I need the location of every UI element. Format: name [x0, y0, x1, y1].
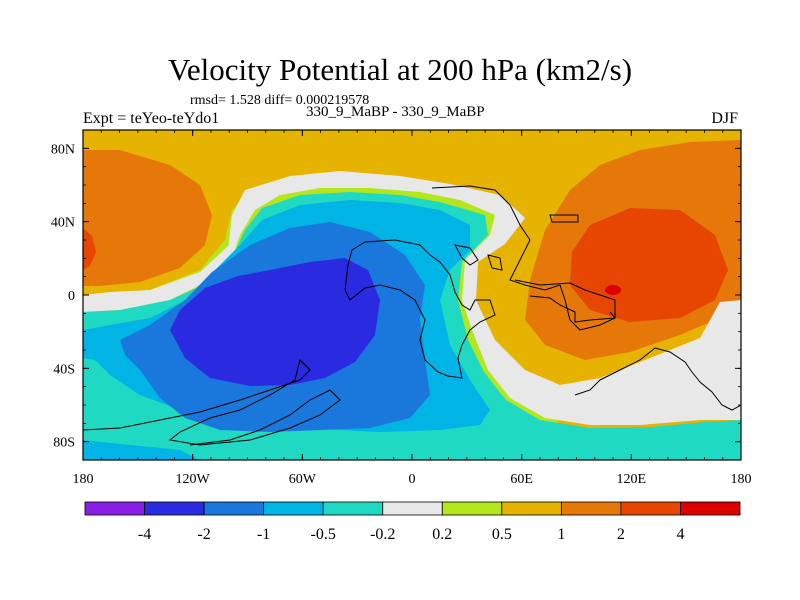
x-tick-label-0: 180	[73, 472, 94, 487]
band-1-2-pacific-west	[83, 150, 212, 286]
colorbar-swatch-7	[501, 501, 562, 516]
continent-outlines	[83, 185, 741, 446]
colorbar-label-0: -4	[138, 526, 151, 543]
colorbar-label-4: -0.2	[370, 526, 395, 543]
colorbar-swatch-3	[263, 501, 324, 516]
stats-label: rmsd= 1.528 diff= 0.000219578	[190, 93, 370, 108]
outline-south-america	[344, 239, 496, 379]
colorbar-label-5: 0.2	[432, 526, 452, 543]
chart-title: Velocity Potential at 200 hPa (km2/s)	[167, 52, 633, 87]
outline-australia	[574, 347, 741, 411]
colorbar-swatch-4	[322, 501, 384, 516]
x-tick-label-6: 180	[731, 472, 752, 487]
band-neg2-4	[170, 258, 380, 386]
outline-africa	[431, 185, 616, 331]
outline-antarctic-peninsula	[83, 359, 341, 446]
colorbar-swatch-9	[620, 501, 681, 516]
experiment-label: Expt = teYeo-teYdo1	[83, 110, 220, 127]
x-tick-label-3: 0	[409, 472, 416, 487]
case-label: 330_9_MaBP - 330_9_MaBP	[306, 104, 485, 120]
x-tick-label-4: 60E	[510, 472, 533, 487]
y-tick-label-4: 80S	[53, 436, 75, 451]
colorbar-label-1: -2	[197, 526, 210, 543]
x-tick-label-1: 120W	[176, 472, 211, 487]
colorbar-swatch-8	[560, 501, 622, 516]
colorbar-swatch-0	[84, 501, 145, 516]
season-label: DJF	[711, 110, 738, 127]
band-neutral-west	[83, 235, 240, 312]
colorbar-swatch-1	[144, 501, 205, 516]
colorbar-swatch-5	[382, 501, 443, 516]
colorbar-label-9: 4	[676, 526, 684, 543]
axis-ticks	[82, 130, 742, 460]
x-tick-label-2: 60W	[289, 472, 317, 487]
band-gt4-asia	[605, 285, 621, 295]
axis-tick-labels: 180 120W 60W 0 60E 120E 180 80N 40N 0 40S 80S	[51, 142, 752, 487]
y-tick-label-1: 40N	[51, 216, 75, 231]
band-neutral-north	[228, 171, 741, 425]
colorbar-label-8: 2	[617, 526, 625, 543]
colorbar-label-7: 1	[557, 526, 565, 543]
colorbar-swatch-2	[203, 501, 265, 516]
band-2-4-pacific	[83, 228, 96, 270]
colorbar-label-6: 0.5	[492, 526, 512, 543]
colorbar: -4 -2 -1 -0.5 -0.2 0.2 0.5 1 2 4	[84, 501, 741, 543]
y-tick-label-0: 80N	[51, 142, 75, 157]
x-tick-label-5: 120E	[617, 472, 647, 487]
colorbar-swatch-10	[680, 501, 741, 516]
colorbar-label-3: -0.5	[311, 526, 336, 543]
outline-islands	[454, 244, 503, 271]
contour-field	[83, 130, 741, 460]
colorbar-swatch-6	[441, 501, 503, 516]
colorbar-label-2: -1	[257, 526, 270, 543]
band-neg0.5-1-south	[83, 440, 200, 460]
y-tick-label-2: 0	[68, 289, 75, 304]
y-tick-label-3: 40S	[53, 362, 75, 377]
outline-asia	[514, 214, 616, 323]
